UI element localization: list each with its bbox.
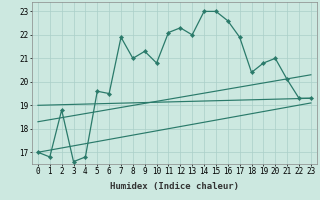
X-axis label: Humidex (Indice chaleur): Humidex (Indice chaleur) [110, 182, 239, 191]
